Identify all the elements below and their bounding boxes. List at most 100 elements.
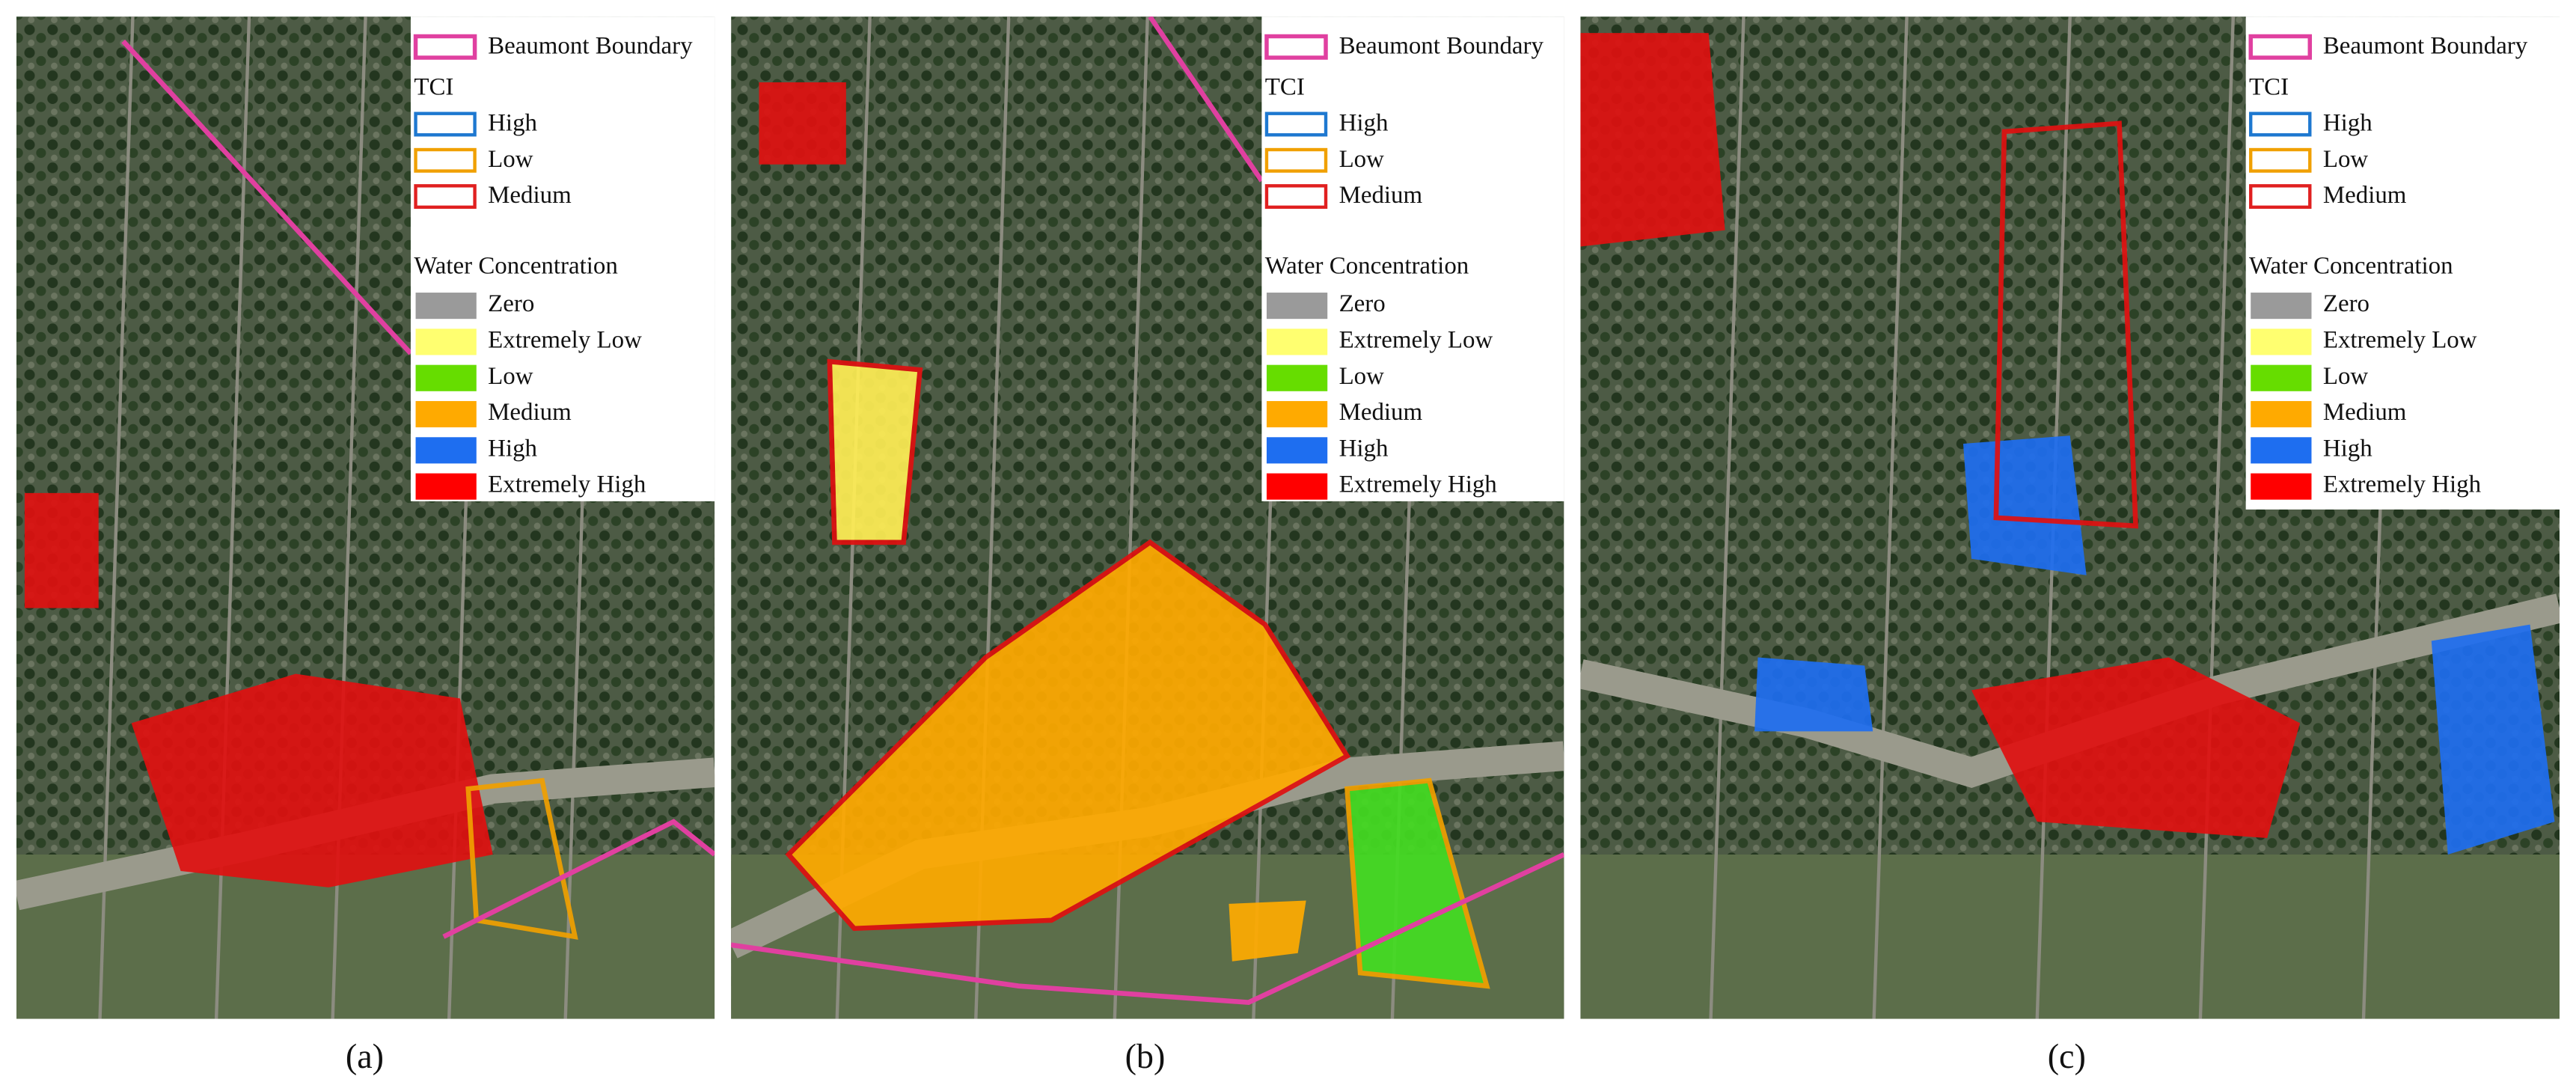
flood-area [1344,777,1490,989]
legend-label: Low [2323,363,2369,390]
flood-area [131,673,493,887]
legend-swatch [1266,400,1328,428]
legend-label: Low [488,146,533,173]
flood-area [759,82,846,165]
legend-label: Extremely High [1339,471,1498,498]
legend-heading: Water Concentration [2249,253,2453,280]
legend-heading: TCI [414,73,453,100]
road [1709,16,1746,1019]
legend: Beaumont Boundary TCI High Low Medium Water C… [1261,16,1564,501]
legend-swatch [2251,400,2312,428]
legend-swatch [1266,293,1328,320]
legend: Beaumont Boundary TCI High Low Medium Water C… [2245,16,2560,510]
legend-swatch [1264,34,1328,60]
legend-label: Medium [1339,182,1423,209]
legend-label: Extremely High [488,471,646,498]
flood-area [1971,657,2301,839]
legend-label: Low [2323,146,2369,173]
legend-heading: TCI [2249,73,2289,100]
legend-swatch [414,111,477,137]
legend-swatch [415,364,477,391]
legend-swatch [2251,293,2312,320]
legend-swatch [2249,184,2312,210]
legend: Beaumont Boundary TCI High Low Medium Water C… [410,16,715,501]
legend-swatch [1264,147,1328,173]
legend-label: High [488,435,537,462]
legend-swatch [1264,111,1328,137]
map-panel: Beaumont Boundary TCI High Low Medium Water C… [731,16,1564,1075]
legend-swatch [2249,147,2312,173]
panel-caption: (c) [2048,1037,2086,1075]
legend-label: Extremely Low [488,326,642,353]
legend-swatch [2251,437,2312,464]
legend-label: Extremely Low [1339,326,1493,353]
legend-label: Zero [1339,290,1386,317]
legend-label: High [1339,110,1389,137]
legend-label: Low [1339,146,1385,173]
panel-caption: (b) [1125,1037,1166,1075]
panel-caption: (a) [346,1037,384,1075]
road [1872,16,1909,1019]
legend-swatch [1266,364,1328,391]
flood-area [1580,33,1725,247]
field [1580,855,2560,1019]
legend-swatch [414,147,477,173]
city-boundary [731,852,1564,1005]
road [2198,16,2236,1019]
flood-area [2431,624,2555,855]
highway [1580,593,2560,788]
flood-area [465,777,578,940]
legend-swatch [2251,328,2312,355]
legend-label: Beaumont Boundary [2323,32,2528,59]
legend-label: Low [1339,363,1385,390]
legend-heading: Water Concentration [414,253,618,280]
city-boundary [442,819,715,939]
legend-heading: TCI [1265,73,1305,100]
legend-swatch [1266,473,1328,500]
legend-swatch [2248,34,2313,60]
legend-label: Medium [2323,399,2407,426]
legend-label: Medium [2323,182,2407,209]
road [98,16,135,1019]
flood-area [1229,900,1306,962]
legend-label: Zero [488,290,534,317]
legend-label: Medium [1339,399,1423,426]
legend-label: Extremely Low [2323,326,2477,353]
flood-area [24,492,99,608]
legend-swatch [413,34,477,60]
legend-label: High [488,110,537,137]
legend-swatch [415,293,477,320]
legend-swatch [1264,184,1328,210]
legend-swatch [2251,364,2312,391]
legend-swatch [1266,437,1328,464]
legend-label: High [1339,435,1389,462]
legend-label: High [2323,110,2372,137]
legend-swatch [415,328,477,355]
legend-label: High [2323,435,2372,462]
legend-swatch [2251,473,2312,500]
legend-swatch [415,473,477,500]
flood-area [1962,435,2087,575]
legend-swatch [414,184,477,210]
legend-swatch [415,400,477,428]
legend-label: Medium [488,399,572,426]
flood-area [785,539,1351,932]
legend-label: Beaumont Boundary [1339,32,1544,59]
legend-heading: Water Concentration [1265,253,1469,280]
legend-label: Zero [2323,290,2370,317]
legend-label: Beaumont Boundary [488,32,693,59]
legend-swatch [2249,111,2312,137]
flood-area [1754,657,1873,732]
city-boundary [1148,16,1264,183]
flood-area [827,358,923,545]
legend-swatch [1266,328,1328,355]
city-boundary [121,39,413,355]
flood-area [1993,120,2138,529]
legend-swatch [415,437,477,464]
legend-label: Medium [488,182,572,209]
map-panel: Beaumont Boundary TCI High Low Medium Water C… [1580,16,2560,1075]
legend-label: Extremely High [2323,471,2482,498]
legend-label: Low [488,363,533,390]
